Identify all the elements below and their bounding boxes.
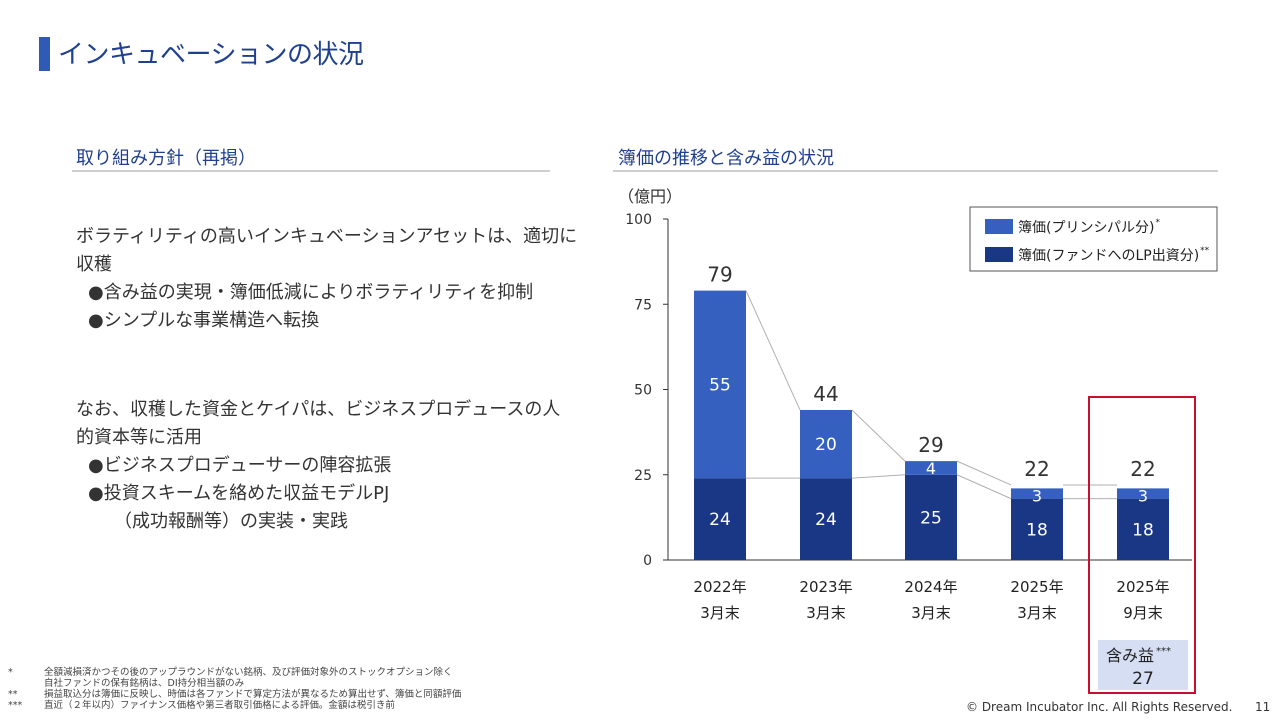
- bar-principal-label: 4: [926, 459, 936, 478]
- bar-lp: [694, 478, 746, 560]
- bar-lp: [1011, 498, 1063, 560]
- bar-principal: [694, 290, 746, 479]
- x-tick-label: 2025年: [1010, 578, 1063, 596]
- y-tick-label: 100: [625, 212, 652, 228]
- policy-bullet-continuation: （成功報酬等）の実装・実践: [114, 511, 348, 532]
- connector-line-total: [851, 409, 906, 462]
- bar-principal-label: 3: [1138, 486, 1148, 505]
- page-title: インキュベーションの状況: [58, 40, 364, 70]
- bar-lp-label: 25: [920, 508, 942, 528]
- policy-block-1: ボラティリティの高いインキュベーションアセットは、適切に 収穫 ●含み益の実現・…: [76, 223, 577, 335]
- policy-text: 収穫: [76, 254, 112, 275]
- bar-lp-label: 18: [1026, 520, 1048, 540]
- bar-total-label: 29: [918, 433, 943, 457]
- x-tick-label: 2025年: [1116, 578, 1169, 596]
- legend-box: [969, 206, 1218, 272]
- policy-bullet: ●ビジネスプロデューサーの陣容拡張: [88, 455, 392, 476]
- chart-unit-label: （億円）: [618, 187, 683, 206]
- bar-total-label: 22: [1130, 457, 1155, 481]
- bar-principal-label: 55: [709, 375, 731, 395]
- bar-principal: [905, 461, 957, 475]
- title-accent-bar: [39, 37, 50, 71]
- policy-bullet: ●シンプルな事業構造へ転換: [88, 310, 320, 331]
- footnote-text: 損益取込分は簿価に反映し、時価は各ファンドで算定方法が異なるため算出せず、簿価と…: [44, 689, 462, 700]
- legend-label: 簿価(プリンシパル分): [1018, 220, 1155, 236]
- bar-lp: [800, 478, 852, 560]
- policy-bullet: ●含み益の実現・簿価低減によりボラティリティを抑制: [88, 282, 534, 303]
- bar-total-label: 22: [1024, 457, 1049, 481]
- connector-line-lp: [956, 474, 1012, 500]
- bar-total-label: 79: [707, 263, 732, 287]
- chart-section-divider: [613, 170, 1218, 172]
- bar-principal: [1117, 488, 1169, 499]
- connector-line-total: [956, 460, 1012, 486]
- policy-text: ボラティリティの高いインキュベーションアセットは、適切に: [76, 226, 578, 247]
- x-tick-label: 2024年: [904, 578, 957, 596]
- bar-lp-label: 24: [815, 510, 837, 530]
- bar-lp-label: 24: [709, 510, 731, 530]
- legend-swatch: [985, 219, 1013, 234]
- x-tick-label: 3月末: [1017, 604, 1057, 622]
- legend-swatch: [985, 247, 1013, 262]
- y-tick-label: 25: [634, 468, 652, 484]
- policy-text: 的資本等に活用: [76, 427, 202, 448]
- bar-lp-label: 18: [1132, 520, 1154, 540]
- connector-line-lp: [851, 474, 906, 479]
- bar-lp: [905, 474, 957, 560]
- footnote-mark: ***: [8, 700, 23, 711]
- policy-text: なお、収穫した資金とケイパは、ビジネスプロデュースの人: [76, 399, 561, 420]
- footnote-mark: **: [8, 689, 18, 700]
- policy-bullet: ●投資スキームを絡めた収益モデルPJ: [88, 483, 390, 504]
- footnote-text: 自社ファンドの保有銘柄は、DI持分相当額のみ: [44, 678, 245, 689]
- bar-principal-label: 3: [1032, 486, 1042, 505]
- x-tick-label: 3月末: [700, 604, 740, 622]
- footnote-text: 直近（２年以内）ファイナンス価格や第三者取引価格による評価。金額は税引き前: [44, 700, 395, 711]
- legend-marker: **: [1200, 246, 1210, 256]
- chart-section-title: 簿価の推移と含み益の状況: [618, 148, 834, 169]
- x-tick-label: 3月末: [806, 604, 846, 622]
- y-tick-label: 75: [634, 297, 652, 313]
- footnote-mark: *: [8, 667, 13, 678]
- x-tick-label: 2022年: [693, 578, 746, 596]
- legend-marker: *: [1156, 218, 1161, 228]
- x-tick-label: 2023年: [799, 578, 852, 596]
- policy-section-divider: [72, 170, 550, 172]
- y-tick-label: 0: [643, 553, 652, 569]
- unrealized-gain-box: [1098, 640, 1188, 690]
- legend-label: 簿価(ファンドへのLP出資分): [1018, 248, 1199, 264]
- copyright: © Dream Incubator Inc. All Rights Reserv…: [966, 700, 1233, 714]
- connector-line-total: [745, 290, 801, 411]
- x-tick-label: 9月末: [1123, 604, 1163, 622]
- policy-section-title: 取り組み方針（再掲）: [76, 148, 256, 169]
- footnote-text: 全額減損済かつその後のアップラウンドがない銘柄、及び評価対象外のストックオプショ…: [44, 667, 453, 678]
- highlight-frame: [1088, 396, 1196, 694]
- page-number: 11: [1255, 700, 1271, 714]
- unrealized-gain-label: 含み益: [1106, 646, 1154, 665]
- y-tick-label: 50: [634, 383, 652, 399]
- bar-total-label: 44: [813, 382, 838, 406]
- x-tick-label: 3月末: [911, 604, 951, 622]
- unrealized-gain-marker: ***: [1156, 646, 1171, 657]
- bar-principal: [800, 409, 852, 479]
- unrealized-gain-value: 27: [1132, 669, 1154, 689]
- policy-block-2: なお、収穫した資金とケイパは、ビジネスプロデュースの人 的資本等に活用 ●ビジネ…: [76, 396, 560, 536]
- bar-principal-label: 20: [815, 435, 837, 455]
- bar-principal: [1011, 488, 1063, 499]
- bar-lp: [1117, 498, 1169, 560]
